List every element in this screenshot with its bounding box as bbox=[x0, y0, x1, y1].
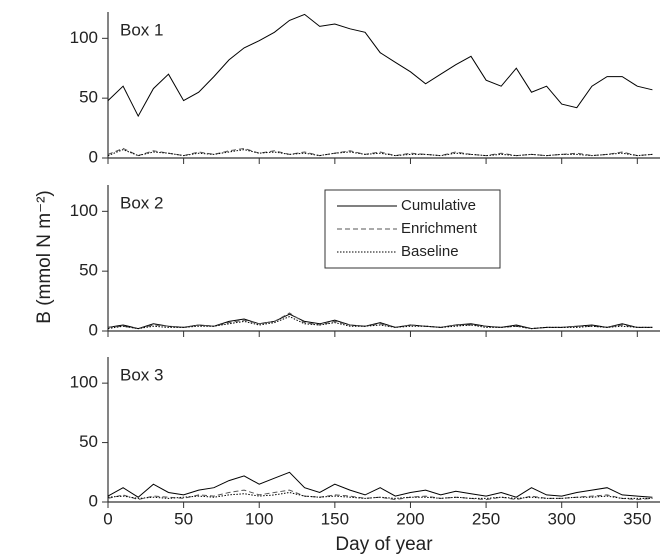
y-tick-label: 0 bbox=[89, 147, 98, 166]
panel-title: Box 2 bbox=[120, 193, 163, 212]
series-line bbox=[107, 489, 653, 501]
y-tick-label: 50 bbox=[79, 432, 98, 451]
x-axis-label: Day of year bbox=[335, 534, 433, 555]
x-tick-label: 350 bbox=[623, 509, 651, 528]
y-tick-label: 100 bbox=[70, 28, 98, 47]
legend-label: Enrichment bbox=[401, 220, 478, 237]
x-tick-label: 0 bbox=[103, 509, 112, 528]
y-tick-label: 50 bbox=[79, 261, 98, 280]
y-tick-label: 100 bbox=[70, 373, 98, 392]
x-tick-label: 200 bbox=[396, 509, 424, 528]
x-tick-label: 300 bbox=[548, 509, 576, 528]
x-tick-label: 50 bbox=[174, 509, 193, 528]
series-line bbox=[107, 491, 653, 499]
legend-label: Baseline bbox=[401, 243, 459, 260]
x-tick-label: 100 bbox=[245, 509, 273, 528]
series-line bbox=[107, 13, 653, 118]
panel-title: Box 1 bbox=[120, 20, 163, 39]
y-tick-label: 0 bbox=[89, 491, 98, 510]
series-line bbox=[107, 471, 653, 498]
y-tick-label: 50 bbox=[79, 88, 98, 107]
series-line bbox=[107, 312, 653, 330]
series-line bbox=[107, 147, 653, 157]
x-tick-label: 150 bbox=[321, 509, 349, 528]
y-tick-label: 0 bbox=[89, 320, 98, 339]
legend-label: Cumulative bbox=[401, 197, 476, 214]
panel-title: Box 3 bbox=[120, 365, 163, 384]
x-tick-label: 250 bbox=[472, 509, 500, 528]
series-line bbox=[107, 149, 653, 157]
series-line bbox=[107, 316, 653, 330]
y-tick-label: 100 bbox=[70, 201, 98, 220]
y-axis-label: B (mmol N m⁻²) bbox=[34, 190, 55, 324]
